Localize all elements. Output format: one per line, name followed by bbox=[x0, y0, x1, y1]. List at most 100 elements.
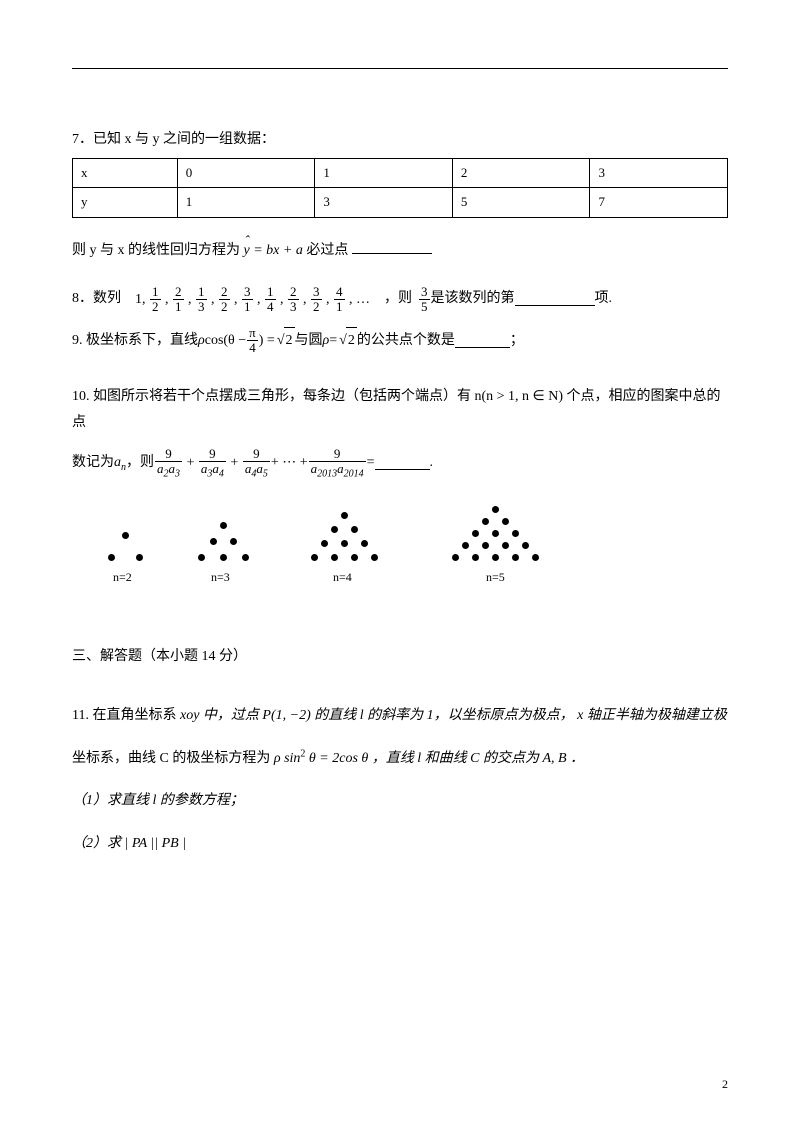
dot-icon bbox=[502, 518, 509, 525]
fill-blank bbox=[455, 334, 510, 348]
a-n: an bbox=[114, 450, 126, 477]
question-9: 9. 极坐标系下，直线 ρ cos(θ − π 4 ) = 2 与圆 ρ = 2… bbox=[72, 326, 728, 356]
dot-icon bbox=[108, 554, 115, 561]
fraction: 41 bbox=[333, 285, 346, 315]
dot-icon bbox=[341, 540, 348, 547]
dot-icon bbox=[331, 554, 338, 561]
dot-icon bbox=[351, 526, 358, 533]
sum-term: 9a3a4 bbox=[198, 447, 227, 480]
fraction: 14 bbox=[264, 285, 277, 315]
eq: = bbox=[367, 450, 375, 477]
question-8: 8．数列 1, 12 , 21 , 13 , 22 , 31 , 14 , 23… bbox=[72, 285, 728, 315]
q7-intro: 7．已知 x 与 y 之间的一组数据： bbox=[72, 127, 728, 154]
dot-icon bbox=[492, 554, 499, 561]
text: 项. bbox=[595, 286, 613, 313]
dot-icon bbox=[210, 538, 217, 545]
dot-icon bbox=[220, 522, 227, 529]
text: ，则 bbox=[384, 286, 412, 313]
dot-icon bbox=[371, 554, 378, 561]
dot-icon bbox=[532, 554, 539, 561]
top-rule bbox=[72, 68, 728, 69]
q10-line1: 10. 如图所示将若干个点摆成三角形，每条边（包括两个端点）有 n(n > 1,… bbox=[72, 384, 728, 437]
fraction: 13 bbox=[195, 285, 208, 315]
cell: y bbox=[73, 188, 178, 218]
fill-blank bbox=[375, 456, 430, 470]
q8-pre: 8．数列 bbox=[72, 286, 121, 313]
fill-blank bbox=[352, 240, 432, 254]
q9-pre: 9. 极坐标系下，直线 bbox=[72, 328, 198, 355]
text: 数记为 bbox=[72, 450, 114, 477]
cos-r: ) = bbox=[259, 328, 275, 355]
q11-part2: （2）求 | PA || PB | bbox=[72, 826, 728, 862]
cell: 3 bbox=[315, 188, 453, 218]
dot-icon bbox=[492, 506, 499, 513]
dot-icon bbox=[331, 526, 338, 533]
fill-blank bbox=[515, 292, 595, 306]
cell: x bbox=[73, 158, 178, 188]
fraction: 21 bbox=[172, 285, 185, 315]
cell: 1 bbox=[177, 188, 315, 218]
triangle-label: n=4 bbox=[333, 566, 352, 589]
q10-sum-line: 数记为 an ，则 9a2a3 + 9a3a4 + 9a4a5 + ⋯ + 9 … bbox=[72, 447, 728, 480]
fraction: 22 bbox=[218, 285, 231, 315]
cell: 5 bbox=[452, 188, 590, 218]
text: 必过点 bbox=[306, 243, 348, 258]
fraction: 23 bbox=[287, 285, 300, 315]
sqrt2: 2 bbox=[337, 327, 357, 355]
y-hat: y bbox=[244, 238, 250, 265]
dot-icon bbox=[136, 554, 143, 561]
cell: 0 bbox=[177, 158, 315, 188]
dot-icon bbox=[341, 512, 348, 519]
dot-icon bbox=[482, 518, 489, 525]
q8-sequence: 1, 12 , 21 , 13 , 22 , 31 , 14 , 23 , 32… bbox=[135, 285, 370, 315]
q7-table: x 0 1 2 3 y 1 3 5 7 bbox=[72, 158, 728, 218]
dot-icon bbox=[472, 530, 479, 537]
fraction: 31 bbox=[241, 285, 254, 315]
dot-icon bbox=[242, 554, 249, 561]
text: 与圆 bbox=[295, 328, 323, 355]
cos-l: cos(θ − bbox=[205, 328, 246, 355]
dot-icon bbox=[311, 554, 318, 561]
triangle-label: n=3 bbox=[211, 566, 230, 589]
numerator: π bbox=[247, 326, 258, 341]
section-3-heading: 三、解答题（本小题 14 分） bbox=[72, 644, 728, 671]
question-11: 11. 在直角坐标系 xoy 中，过点 P(1, −2) 的直线 l 的斜率为 … bbox=[72, 698, 728, 862]
last-term: 9 a2013a2014 bbox=[308, 447, 367, 480]
question-7: 7．已知 x 与 y 之间的一组数据： x 0 1 2 3 y 1 3 5 7 … bbox=[72, 127, 728, 265]
dot-icon bbox=[482, 542, 489, 549]
q11-line2: 坐标系，曲线 C 的极坐标方程为 ρ sin2 θ = 2cos θ ，直线 l… bbox=[72, 741, 728, 777]
text: 则 y 与 x 的线性回归方程为 bbox=[72, 243, 244, 258]
triangle-label: n=2 bbox=[113, 566, 132, 589]
numerator: 9 bbox=[309, 447, 366, 462]
q7-line2: 则 y 与 x 的线性回归方程为 y = bx + a 必过点 bbox=[72, 238, 728, 265]
dot-icon bbox=[452, 554, 459, 561]
dot-icon bbox=[220, 554, 227, 561]
triangle-figures: n=2n=3n=4n=5 bbox=[72, 494, 728, 614]
rho: ρ bbox=[198, 328, 205, 355]
cell: 3 bbox=[590, 158, 728, 188]
eq: = bbox=[329, 328, 337, 355]
text: 是该数列的第 bbox=[431, 286, 515, 313]
dot-icon bbox=[122, 532, 129, 539]
sqrt2: 2 bbox=[275, 327, 295, 355]
dot-icon bbox=[321, 540, 328, 547]
q8-target-frac: 3 5 bbox=[418, 285, 431, 315]
cell: 7 bbox=[590, 188, 728, 218]
text: ，则 bbox=[126, 450, 154, 477]
text: 1, bbox=[135, 292, 146, 307]
table-row: x 0 1 2 3 bbox=[73, 158, 728, 188]
q11-part1: （1）求直线 l 的参数方程； bbox=[72, 783, 728, 819]
dot-icon bbox=[502, 542, 509, 549]
pi-over-4: π 4 bbox=[246, 326, 259, 356]
denominator: a2013a2014 bbox=[309, 462, 366, 480]
fraction: 32 bbox=[310, 285, 323, 315]
q11-line1: 11. 在直角坐标系 xoy 中，过点 P(1, −2) 的直线 l 的斜率为 … bbox=[72, 698, 728, 734]
eq: = bx + a bbox=[253, 243, 306, 258]
dot-icon bbox=[512, 530, 519, 537]
numerator: 3 bbox=[419, 285, 430, 300]
rho: ρ bbox=[323, 328, 330, 355]
text: ； bbox=[510, 328, 524, 355]
sum-term: 9a2a3 bbox=[154, 447, 183, 480]
dot-icon bbox=[512, 554, 519, 561]
ellipsis: , … bbox=[349, 292, 370, 307]
